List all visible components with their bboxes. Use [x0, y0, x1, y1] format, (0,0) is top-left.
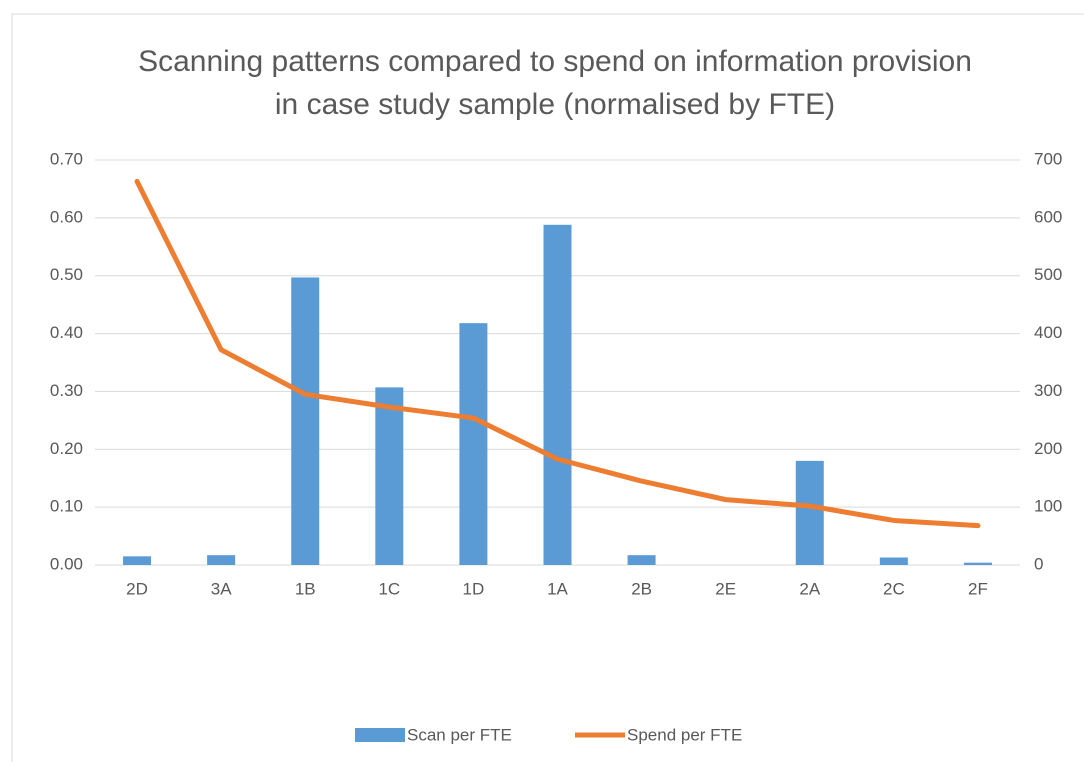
x-tick-label: 2D — [126, 579, 148, 598]
bar — [375, 387, 404, 565]
x-tick-label: 1C — [378, 579, 400, 598]
x-tick-label: 1A — [547, 579, 568, 598]
y2-tick-label: 300 — [1034, 381, 1062, 400]
bar — [207, 555, 236, 565]
bar — [123, 556, 152, 565]
x-tick-label: 2A — [799, 579, 820, 598]
x-tick-label: 1B — [295, 579, 316, 598]
x-tick-label: 3A — [211, 579, 232, 598]
y-tick-label: 0.30 — [50, 381, 83, 400]
x-tick-label: 2F — [968, 579, 988, 598]
x-tick-label: 1D — [463, 579, 485, 598]
chart-border — [11, 13, 1084, 762]
y-tick-label: 0.70 — [50, 149, 83, 168]
bar — [963, 562, 992, 565]
legend-label: Scan per FTE — [407, 725, 512, 744]
x-tick-label: 2B — [631, 579, 652, 598]
y2-tick-label: 0 — [1034, 554, 1043, 573]
y2-tick-label: 500 — [1034, 265, 1062, 284]
bar — [543, 224, 572, 566]
chart-title: Scanning patterns compared to spend on i… — [138, 45, 972, 121]
bar — [795, 460, 824, 565]
y-tick-label: 0.60 — [50, 207, 83, 226]
legend-swatch — [355, 728, 405, 742]
y-tick-label: 0.00 — [50, 554, 83, 573]
x-tick-label: 2E — [715, 579, 736, 598]
y-tick-label: 0.10 — [50, 497, 83, 516]
y2-tick-label: 400 — [1034, 323, 1062, 342]
y2-tick-label: 600 — [1034, 207, 1062, 226]
y-tick-label: 0.20 — [50, 439, 83, 458]
y2-tick-label: 700 — [1034, 149, 1062, 168]
bar — [627, 555, 656, 565]
x-tick-label: 2C — [883, 579, 905, 598]
y-tick-label: 0.50 — [50, 265, 83, 284]
y2-tick-label: 200 — [1034, 439, 1062, 458]
y-tick-label: 0.40 — [50, 323, 83, 342]
bar — [291, 277, 320, 565]
bar — [459, 323, 488, 565]
y2-tick-label: 100 — [1034, 497, 1062, 516]
bar — [879, 557, 908, 565]
line — [134, 178, 981, 529]
legend-label: Spend per FTE — [627, 725, 742, 744]
